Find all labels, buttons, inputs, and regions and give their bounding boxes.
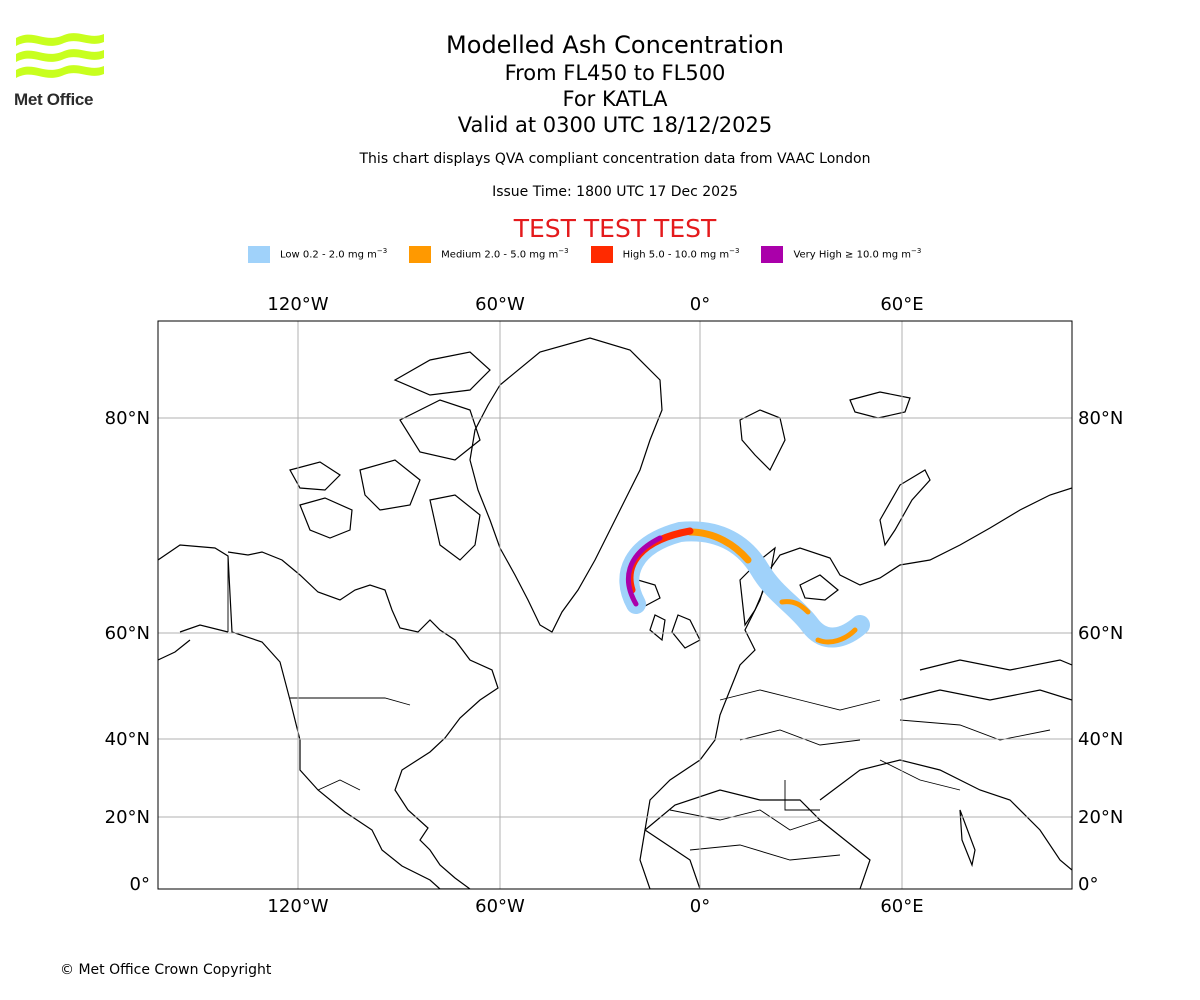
met-office-logo: Met Office bbox=[14, 30, 109, 112]
legend-unit-exp: −3 bbox=[911, 247, 922, 256]
lon-tick-bottom: 120°W bbox=[267, 896, 328, 917]
lat-tick-right: 20°N bbox=[1078, 807, 1123, 828]
legend-label-high: High 5.0 - 10.0 mg m bbox=[622, 249, 730, 261]
lon-tick-top: 60°E bbox=[880, 294, 923, 315]
logo-text: Met Office bbox=[14, 90, 94, 109]
qva-note: This chart displays QVA compliant concen… bbox=[359, 151, 871, 167]
axis-labels: 120°W 60°W 0° 60°E 120°W 60°W 0° 60°E 80… bbox=[105, 294, 1124, 917]
flight-level: From FL450 to FL500 bbox=[504, 61, 726, 85]
legend-label-low: Low 0.2 - 2.0 mg m bbox=[280, 249, 377, 261]
lon-tick-bottom: 60°E bbox=[880, 896, 923, 917]
legend-item-very-high: Very High ≥ 10.0 mg m−3 bbox=[761, 245, 922, 263]
legend-swatch-high bbox=[590, 245, 613, 263]
coastlines bbox=[158, 337, 1072, 889]
map-frame bbox=[157, 320, 1073, 890]
concentration-legend: Low 0.2 - 2.0 mg m−3 Medium 2.0 - 5.0 mg… bbox=[248, 244, 943, 264]
graticule bbox=[158, 321, 1072, 889]
lon-tick-top: 0° bbox=[690, 294, 710, 315]
lat-tick-left: 60°N bbox=[105, 623, 150, 644]
lat-tick-right: 40°N bbox=[1078, 729, 1123, 750]
lat-tick-right: 0° bbox=[1078, 874, 1098, 895]
legend-swatch-low bbox=[248, 245, 270, 263]
lon-tick-top: 60°W bbox=[475, 294, 525, 315]
lat-tick-left: 40°N bbox=[105, 729, 150, 750]
plume-very-high bbox=[626, 535, 663, 607]
lat-tick-right: 60°N bbox=[1078, 623, 1123, 644]
lat-tick-left: 80°N bbox=[105, 408, 150, 429]
legend-unit-exp: −3 bbox=[558, 247, 569, 256]
test-banner: TEST TEST TEST bbox=[513, 214, 717, 243]
lat-tick-left: 20°N bbox=[105, 807, 150, 828]
legend-item-high: High 5.0 - 10.0 mg m−3 bbox=[590, 245, 740, 263]
lon-tick-top: 120°W bbox=[267, 294, 328, 315]
legend-swatch-medium bbox=[409, 245, 432, 263]
plume-medium bbox=[686, 528, 752, 564]
issue-time: Issue Time: 1800 UTC 17 Dec 2025 bbox=[492, 184, 738, 200]
legend-label-medium: Medium 2.0 - 5.0 mg m bbox=[441, 249, 559, 261]
met-office-waves-icon bbox=[16, 33, 104, 78]
chart-header: Modelled Ash Concentration From FL450 to… bbox=[0, 30, 1200, 201]
legend-label-very-high: Very High ≥ 10.0 mg m bbox=[793, 249, 912, 261]
valid-time: Valid at 0300 UTC 18/12/2025 bbox=[457, 113, 773, 137]
legend-unit-exp: −3 bbox=[376, 247, 388, 256]
lat-tick-left: 0° bbox=[130, 874, 150, 895]
map-area bbox=[158, 321, 1072, 889]
legend-item-medium: Medium 2.0 - 5.0 mg m−3 bbox=[409, 245, 569, 263]
legend-unit-exp: −3 bbox=[729, 247, 740, 256]
ash-plume bbox=[619, 521, 870, 648]
legend-item-low: Low 0.2 - 2.0 mg m−3 bbox=[248, 245, 388, 263]
lon-tick-bottom: 60°W bbox=[475, 896, 525, 917]
lon-tick-bottom: 0° bbox=[690, 896, 710, 917]
copyright-notice: © Met Office Crown Copyright bbox=[60, 962, 272, 978]
chart-title: Modelled Ash Concentration bbox=[446, 31, 784, 59]
lat-tick-right: 80°N bbox=[1078, 408, 1123, 429]
volcano-name: For KATLA bbox=[562, 87, 668, 111]
country-borders bbox=[227, 556, 1051, 861]
legend-swatch-very-high bbox=[761, 245, 784, 263]
plume-medium bbox=[815, 627, 858, 645]
plume-medium bbox=[779, 599, 811, 615]
